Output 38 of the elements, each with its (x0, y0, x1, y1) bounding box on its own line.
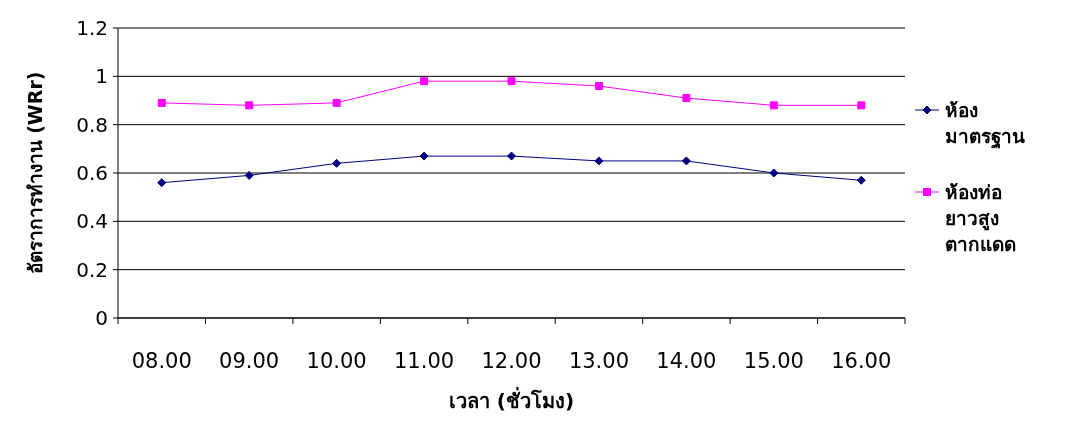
point (682, 94, 691, 103)
point (856, 175, 866, 185)
point (157, 98, 166, 107)
x-tick-label: 15.00 (743, 349, 804, 373)
x-tick-label: 16.00 (831, 349, 892, 373)
point (594, 82, 603, 90)
y-tick-label: 0.4 (76, 209, 108, 234)
x-tick-label: 10.00 (306, 349, 367, 373)
point (157, 178, 167, 188)
x-tick-label: 11.00 (393, 349, 455, 373)
point (681, 156, 691, 166)
point (507, 77, 516, 86)
y-tick-label: 0.6 (76, 161, 108, 185)
point (769, 168, 779, 178)
x-tick-label: 12.00 (481, 349, 542, 373)
point (857, 101, 866, 110)
point (332, 98, 341, 107)
legend-label: ห้อง มาตรฐาน (945, 98, 1025, 150)
y-tick-label: 1.2 (76, 16, 108, 40)
x-tick-label: 14.00 (656, 349, 717, 373)
point (769, 101, 778, 110)
y-tick-label: 0.8 (76, 112, 108, 137)
x-tick-label: 09.00 (219, 349, 280, 373)
y-tick-label: 0 (95, 306, 108, 330)
x-tick-label: 13.00 (568, 349, 630, 373)
point (419, 151, 429, 161)
x-tick-label: 08.00 (131, 349, 192, 373)
legend-label: ห้องท่อ ยาวสูง ตากแดด (945, 180, 1016, 255)
point (420, 77, 429, 86)
y-axis-title: อัตราการทำงาน (WRr) (24, 71, 46, 275)
point (507, 151, 516, 161)
point (594, 156, 604, 166)
point (244, 170, 254, 180)
x-axis-title: เวลา (ชั่วโมง) (448, 386, 575, 413)
point (332, 158, 342, 168)
y-tick-label: 1 (95, 64, 108, 89)
point (245, 101, 254, 110)
y-tick-label: 0.2 (76, 257, 108, 282)
